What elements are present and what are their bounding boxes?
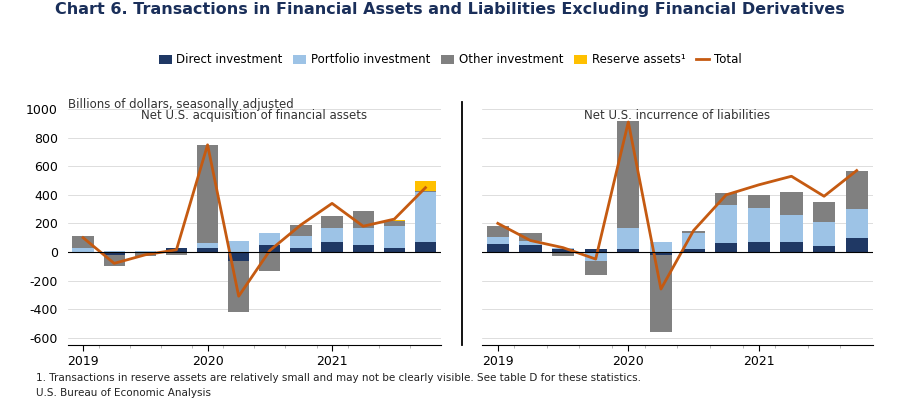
Bar [519,233,542,240]
Bar [353,228,374,245]
Bar [716,205,737,243]
Bar [585,261,607,275]
Bar [519,245,542,252]
Bar [415,242,436,252]
Bar [487,226,508,237]
Bar [415,192,436,242]
Bar [650,252,672,255]
Bar [585,252,607,261]
Bar [716,193,737,205]
Bar [780,215,803,242]
Text: Net U.S. incurrence of liabilities: Net U.S. incurrence of liabilities [584,109,770,122]
Bar [780,242,803,252]
Bar [73,236,94,248]
Bar [552,248,574,249]
Bar [228,252,249,261]
Bar [415,180,436,191]
Bar [259,252,281,271]
Bar [228,261,249,312]
Bar [291,225,311,236]
Bar [846,237,868,252]
Bar [104,255,125,266]
Bar [813,202,835,222]
Bar [104,251,125,252]
Bar [716,243,737,252]
Bar [617,228,639,249]
Text: U.S. Bureau of Economic Analysis: U.S. Bureau of Economic Analysis [36,388,211,399]
Bar [846,209,868,237]
Bar [197,248,218,252]
Bar [166,252,187,255]
Text: Chart 6. Transactions in Financial Assets and Liabilities Excluding Financial De: Chart 6. Transactions in Financial Asset… [55,2,845,17]
Bar [321,228,343,242]
Bar [321,242,343,252]
Bar [552,252,574,256]
Bar [197,243,218,248]
Bar [585,249,607,252]
Text: 1. Transactions in reserve assets are relatively small and may not be clearly vi: 1. Transactions in reserve assets are re… [36,373,641,384]
Bar [682,249,705,252]
Bar [650,242,672,252]
Bar [682,231,705,233]
Bar [383,220,405,226]
Text: Billions of dollars, seasonally adjusted: Billions of dollars, seasonally adjusted [68,98,293,111]
Bar [487,237,508,244]
Bar [228,240,249,252]
Bar [353,211,374,228]
Bar [291,248,311,252]
Bar [135,253,156,256]
Bar [617,249,639,252]
Bar [321,216,343,228]
Bar [197,145,218,243]
Bar [383,248,405,252]
Bar [259,245,281,252]
Bar [383,226,405,248]
Bar [291,236,311,248]
Bar [552,249,574,252]
Bar [104,252,125,255]
Bar [682,233,705,249]
Bar [813,246,835,252]
Bar [487,244,508,252]
Bar [353,245,374,252]
Bar [748,195,770,208]
Bar [519,241,542,245]
Bar [415,191,436,192]
Bar [73,252,94,253]
Bar [748,208,770,242]
Bar [650,255,672,332]
Bar [748,242,770,252]
Bar [166,248,187,252]
Bar [135,252,156,253]
Text: Net U.S. acquisition of financial assets: Net U.S. acquisition of financial assets [141,109,367,122]
Bar [259,233,281,245]
Bar [780,192,803,215]
Bar [73,248,94,252]
Bar [135,251,156,252]
Legend: Direct investment, Portfolio investment, Other investment, Reserve assets¹, Tota: Direct investment, Portfolio investment,… [154,49,746,71]
Bar [846,171,868,209]
Bar [813,222,835,246]
Bar [617,121,639,228]
